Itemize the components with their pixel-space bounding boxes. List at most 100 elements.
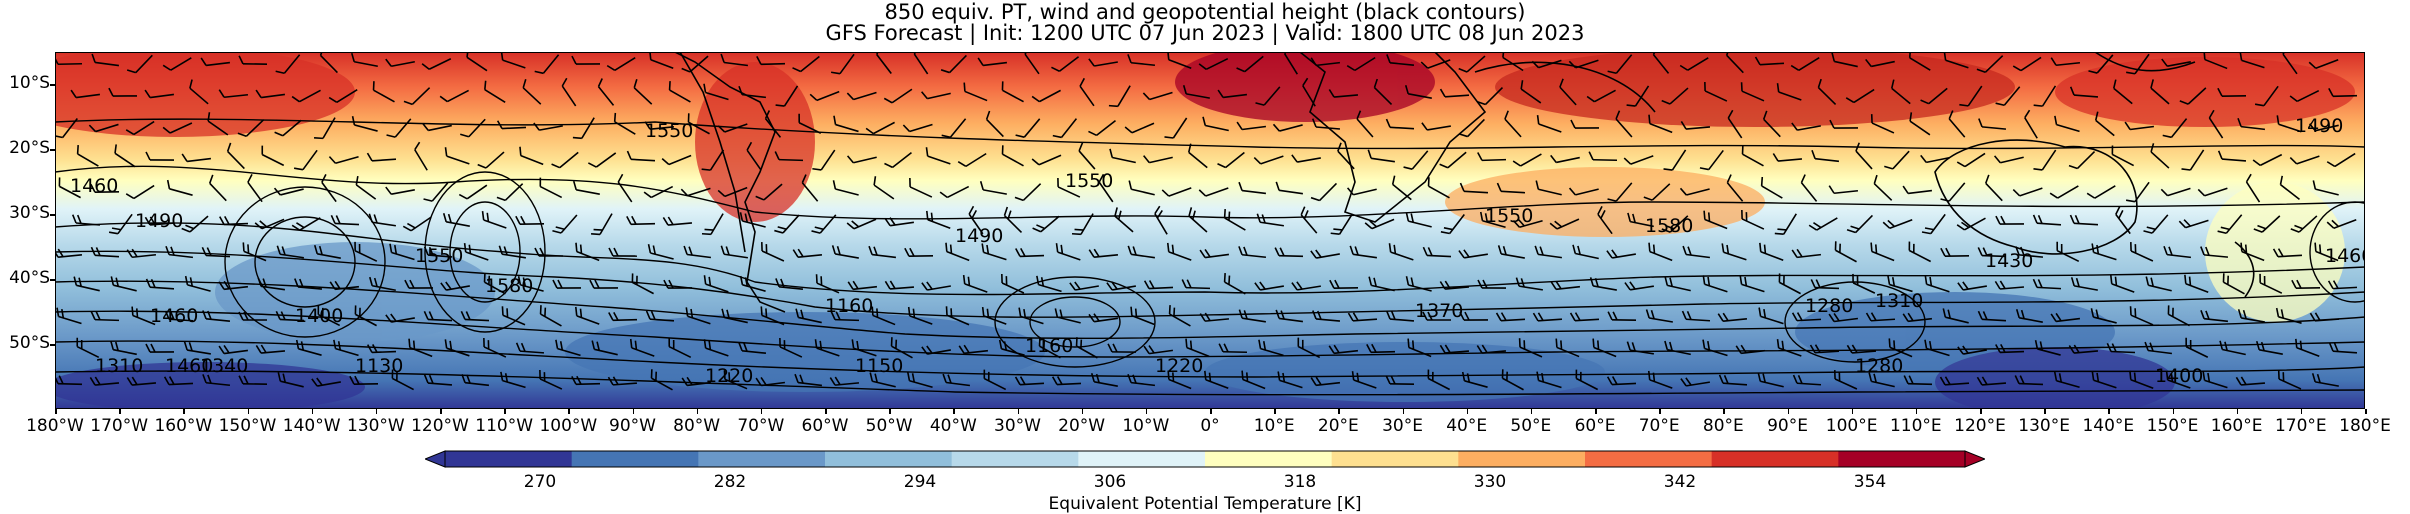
wind-barb xyxy=(2130,242,2154,262)
lat-tick xyxy=(50,149,55,151)
wind-barb xyxy=(1385,310,1415,322)
wind-barb xyxy=(1403,150,1429,170)
wind-barb xyxy=(386,118,412,138)
wind-barb xyxy=(1427,177,1450,199)
lon-label: 110°W xyxy=(475,416,534,436)
wind-barb xyxy=(88,123,119,133)
wind-barb xyxy=(1702,339,1728,357)
wind-barb xyxy=(208,174,227,202)
lon-label: 120°W xyxy=(411,416,469,436)
wind-barb xyxy=(1253,155,1284,165)
wind-barb xyxy=(2290,215,2318,233)
contour-label: 1310 xyxy=(95,355,143,377)
wind-barb xyxy=(2068,150,2096,170)
wind-barb xyxy=(2202,371,2228,389)
wind-barb xyxy=(1031,154,1062,166)
wind-barb xyxy=(354,305,377,327)
wind-barb xyxy=(1477,279,1507,289)
wind-barb xyxy=(2094,111,2115,137)
wind-barb xyxy=(1520,80,1542,104)
wind-barb xyxy=(108,213,133,235)
contour-label: 1400 xyxy=(295,305,343,327)
wind-barb xyxy=(483,337,507,358)
wind-barb xyxy=(1833,370,1858,390)
wind-barb xyxy=(144,216,175,226)
wind-barb xyxy=(631,273,654,295)
wind-barb xyxy=(1461,371,1488,388)
lon-label: 130°E xyxy=(2018,416,2070,436)
wind-barb xyxy=(368,213,396,227)
wind-barb xyxy=(2162,118,2188,139)
wind-barb xyxy=(1143,280,1174,290)
wind-barb xyxy=(1721,243,1747,261)
wind-barb xyxy=(114,144,136,168)
wind-barb xyxy=(1351,371,1377,389)
wind-barb xyxy=(575,242,600,262)
wind-barb xyxy=(939,185,970,199)
wind-barb xyxy=(926,210,951,229)
wind-barb xyxy=(2012,187,2043,197)
wind-barb xyxy=(1407,338,1432,358)
wind-barb xyxy=(2181,149,2205,171)
wind-barb xyxy=(2033,85,2057,107)
wind-barb xyxy=(1310,182,1338,202)
wind-barb xyxy=(738,85,767,99)
wind-barb xyxy=(1985,174,2003,202)
wind-barb xyxy=(1311,118,1341,130)
wind-barb xyxy=(89,376,120,386)
lon-tick xyxy=(1210,409,1212,414)
wind-barb xyxy=(925,147,951,165)
wind-barb xyxy=(1187,143,1208,169)
wind-barb xyxy=(945,306,970,326)
wind-barb xyxy=(626,215,656,226)
wind-barb xyxy=(884,217,914,227)
wind-barb xyxy=(1978,118,2007,130)
wind-barb xyxy=(1536,115,1562,133)
wind-barb xyxy=(277,372,304,388)
lon-tick xyxy=(1851,409,1854,414)
wind-barb xyxy=(591,340,618,356)
wind-barb xyxy=(444,147,470,165)
wind-barb xyxy=(617,173,633,203)
lon-label: 160°E xyxy=(2210,416,2263,436)
wind-barb xyxy=(1036,275,1062,293)
wind-barb xyxy=(865,121,895,135)
wind-barb xyxy=(1300,206,1318,234)
wind-barb xyxy=(2254,85,2279,107)
wind-barb xyxy=(125,120,155,136)
wind-barb xyxy=(1018,307,1044,325)
wind-barb xyxy=(1739,275,1765,293)
wind-barb xyxy=(1302,77,1316,107)
wind-barb xyxy=(1615,110,1633,138)
wind-barb xyxy=(2111,145,2135,167)
wind-barb xyxy=(1098,173,1114,203)
wind-barb xyxy=(515,215,545,226)
wind-barb xyxy=(940,54,967,74)
wind-barb xyxy=(1626,341,1654,355)
wind-barb xyxy=(589,279,619,289)
wind-barb xyxy=(414,141,428,171)
wind-barb xyxy=(703,339,729,357)
wind-barb xyxy=(2070,277,2098,291)
wind-barb xyxy=(458,184,488,200)
wind-barb xyxy=(1001,274,1025,294)
lon-tick xyxy=(504,409,506,414)
wind-barb xyxy=(1079,77,1095,107)
wind-barb xyxy=(663,279,693,289)
colorbar-tick-label: 306 xyxy=(1093,472,1127,492)
wind-barb xyxy=(369,276,396,292)
lon-label: 50°W xyxy=(865,416,913,436)
wind-barb xyxy=(1502,52,1524,72)
wind-barb xyxy=(1774,213,1797,236)
wind-barb xyxy=(2106,343,2136,354)
wind-barb xyxy=(2124,121,2155,131)
wind-barb xyxy=(1865,312,1896,322)
wind-barb xyxy=(2327,280,2358,290)
wind-barb xyxy=(2056,241,2080,263)
wind-barb xyxy=(2308,58,2339,70)
wind-barb xyxy=(1606,249,1636,259)
wind-barb xyxy=(2012,56,2042,72)
lon-tick xyxy=(119,409,121,414)
wind-barb xyxy=(739,212,766,228)
wind-barb xyxy=(779,337,803,358)
